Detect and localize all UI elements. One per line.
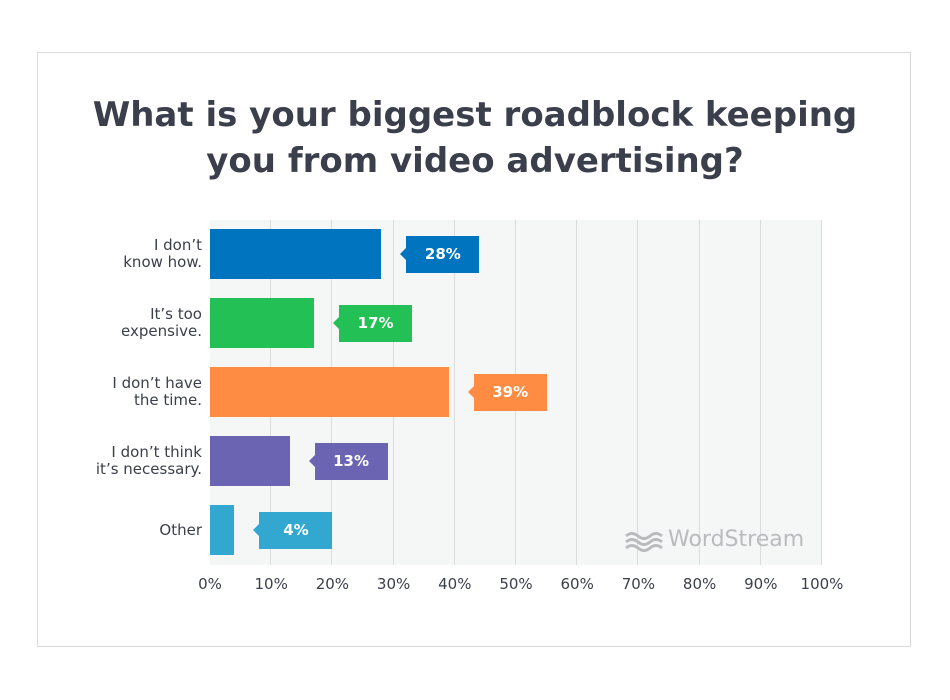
x-tick-label: 0% xyxy=(198,575,222,593)
watermark: WordStream xyxy=(668,527,805,552)
grid-line xyxy=(637,220,639,565)
x-tick-label: 20% xyxy=(315,575,350,593)
grid-line xyxy=(759,220,761,565)
y-tick-label: Other xyxy=(159,520,202,539)
value-label: 4% xyxy=(253,511,333,549)
bar xyxy=(210,229,382,279)
grid-line xyxy=(698,220,700,565)
card xyxy=(37,52,911,647)
x-tick-label: 40% xyxy=(438,575,472,593)
x-tick-label: 70% xyxy=(621,575,656,593)
y-tick-label: It’s too expensive. xyxy=(121,305,202,340)
y-tick-label: I don’t think it’s necessary. xyxy=(95,443,202,478)
value-label: 39% xyxy=(467,373,547,411)
grid-line xyxy=(821,220,822,565)
bar xyxy=(210,436,290,486)
chart-title: What is your biggest roadblock keeping y… xyxy=(92,95,858,181)
bar xyxy=(210,298,315,348)
y-tick-label: I don’t know how. xyxy=(123,236,202,271)
x-tick-label: 80% xyxy=(682,575,717,593)
x-tick-label: 90% xyxy=(744,575,778,593)
grid-line xyxy=(576,220,578,565)
value-label: 13% xyxy=(308,442,388,480)
value-label: 17% xyxy=(333,304,413,342)
grid-line xyxy=(453,220,455,565)
value-label: 28% xyxy=(400,235,480,273)
bar xyxy=(210,505,235,555)
plot-area: 28% 17% 39% 13% 4% xyxy=(210,220,822,565)
x-tick-label: 60% xyxy=(560,575,594,593)
x-tick-label: 10% xyxy=(254,575,288,593)
bar xyxy=(210,367,449,417)
x-tick-label: 50% xyxy=(499,575,533,593)
x-tick-label: 100% xyxy=(800,575,844,593)
x-tick-label: 30% xyxy=(376,575,411,593)
y-tick-label: I don’t have the time. xyxy=(112,374,202,409)
watermark-icon xyxy=(625,532,663,552)
